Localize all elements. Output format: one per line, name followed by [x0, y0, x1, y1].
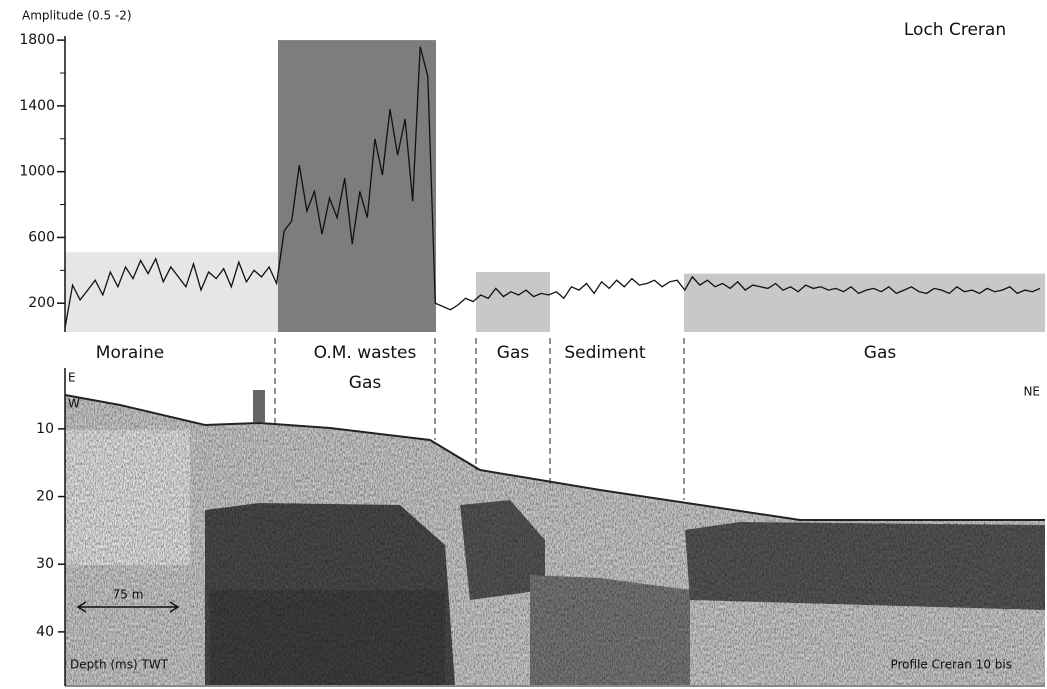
zone-label: Gas	[349, 373, 382, 393]
zone-box	[278, 40, 436, 332]
zone-box	[684, 273, 1045, 332]
y-tick-label: 200	[28, 295, 55, 311]
y-tick-label: 20	[36, 489, 54, 505]
seismic-profile	[64, 368, 1045, 687]
zone-label: Sediment	[564, 343, 646, 363]
y-tick-label: 1400	[19, 98, 55, 114]
y-tick-label: 1800	[19, 32, 55, 48]
y-tick-label: 10	[36, 421, 54, 437]
annotation: Profile Creran 10 bis	[890, 658, 1012, 672]
y-axis-label: Amplitude (0.5 -2)	[22, 9, 132, 23]
y-axis-label: Depth (ms) TWT	[70, 658, 169, 672]
y-tick-label: 30	[36, 556, 54, 572]
zone-box	[65, 252, 278, 332]
y-tick-label: 600	[28, 229, 55, 245]
annotation: NE	[1023, 385, 1040, 399]
y-tick-label: 1000	[19, 164, 55, 180]
annotation: W	[68, 397, 80, 411]
zone-box	[476, 271, 550, 332]
zone-label: Gas	[497, 343, 530, 363]
amplitude-line	[64, 46, 1041, 329]
chart-title: Loch Creran	[904, 20, 1006, 40]
annotation: E	[68, 371, 76, 385]
zone-label: Moraine	[96, 343, 164, 363]
annotation: 75 m	[113, 588, 144, 602]
zone-label: Gas	[864, 343, 897, 363]
y-tick-label: 40	[36, 624, 54, 640]
zone-label: O.M. wastes	[314, 343, 417, 363]
